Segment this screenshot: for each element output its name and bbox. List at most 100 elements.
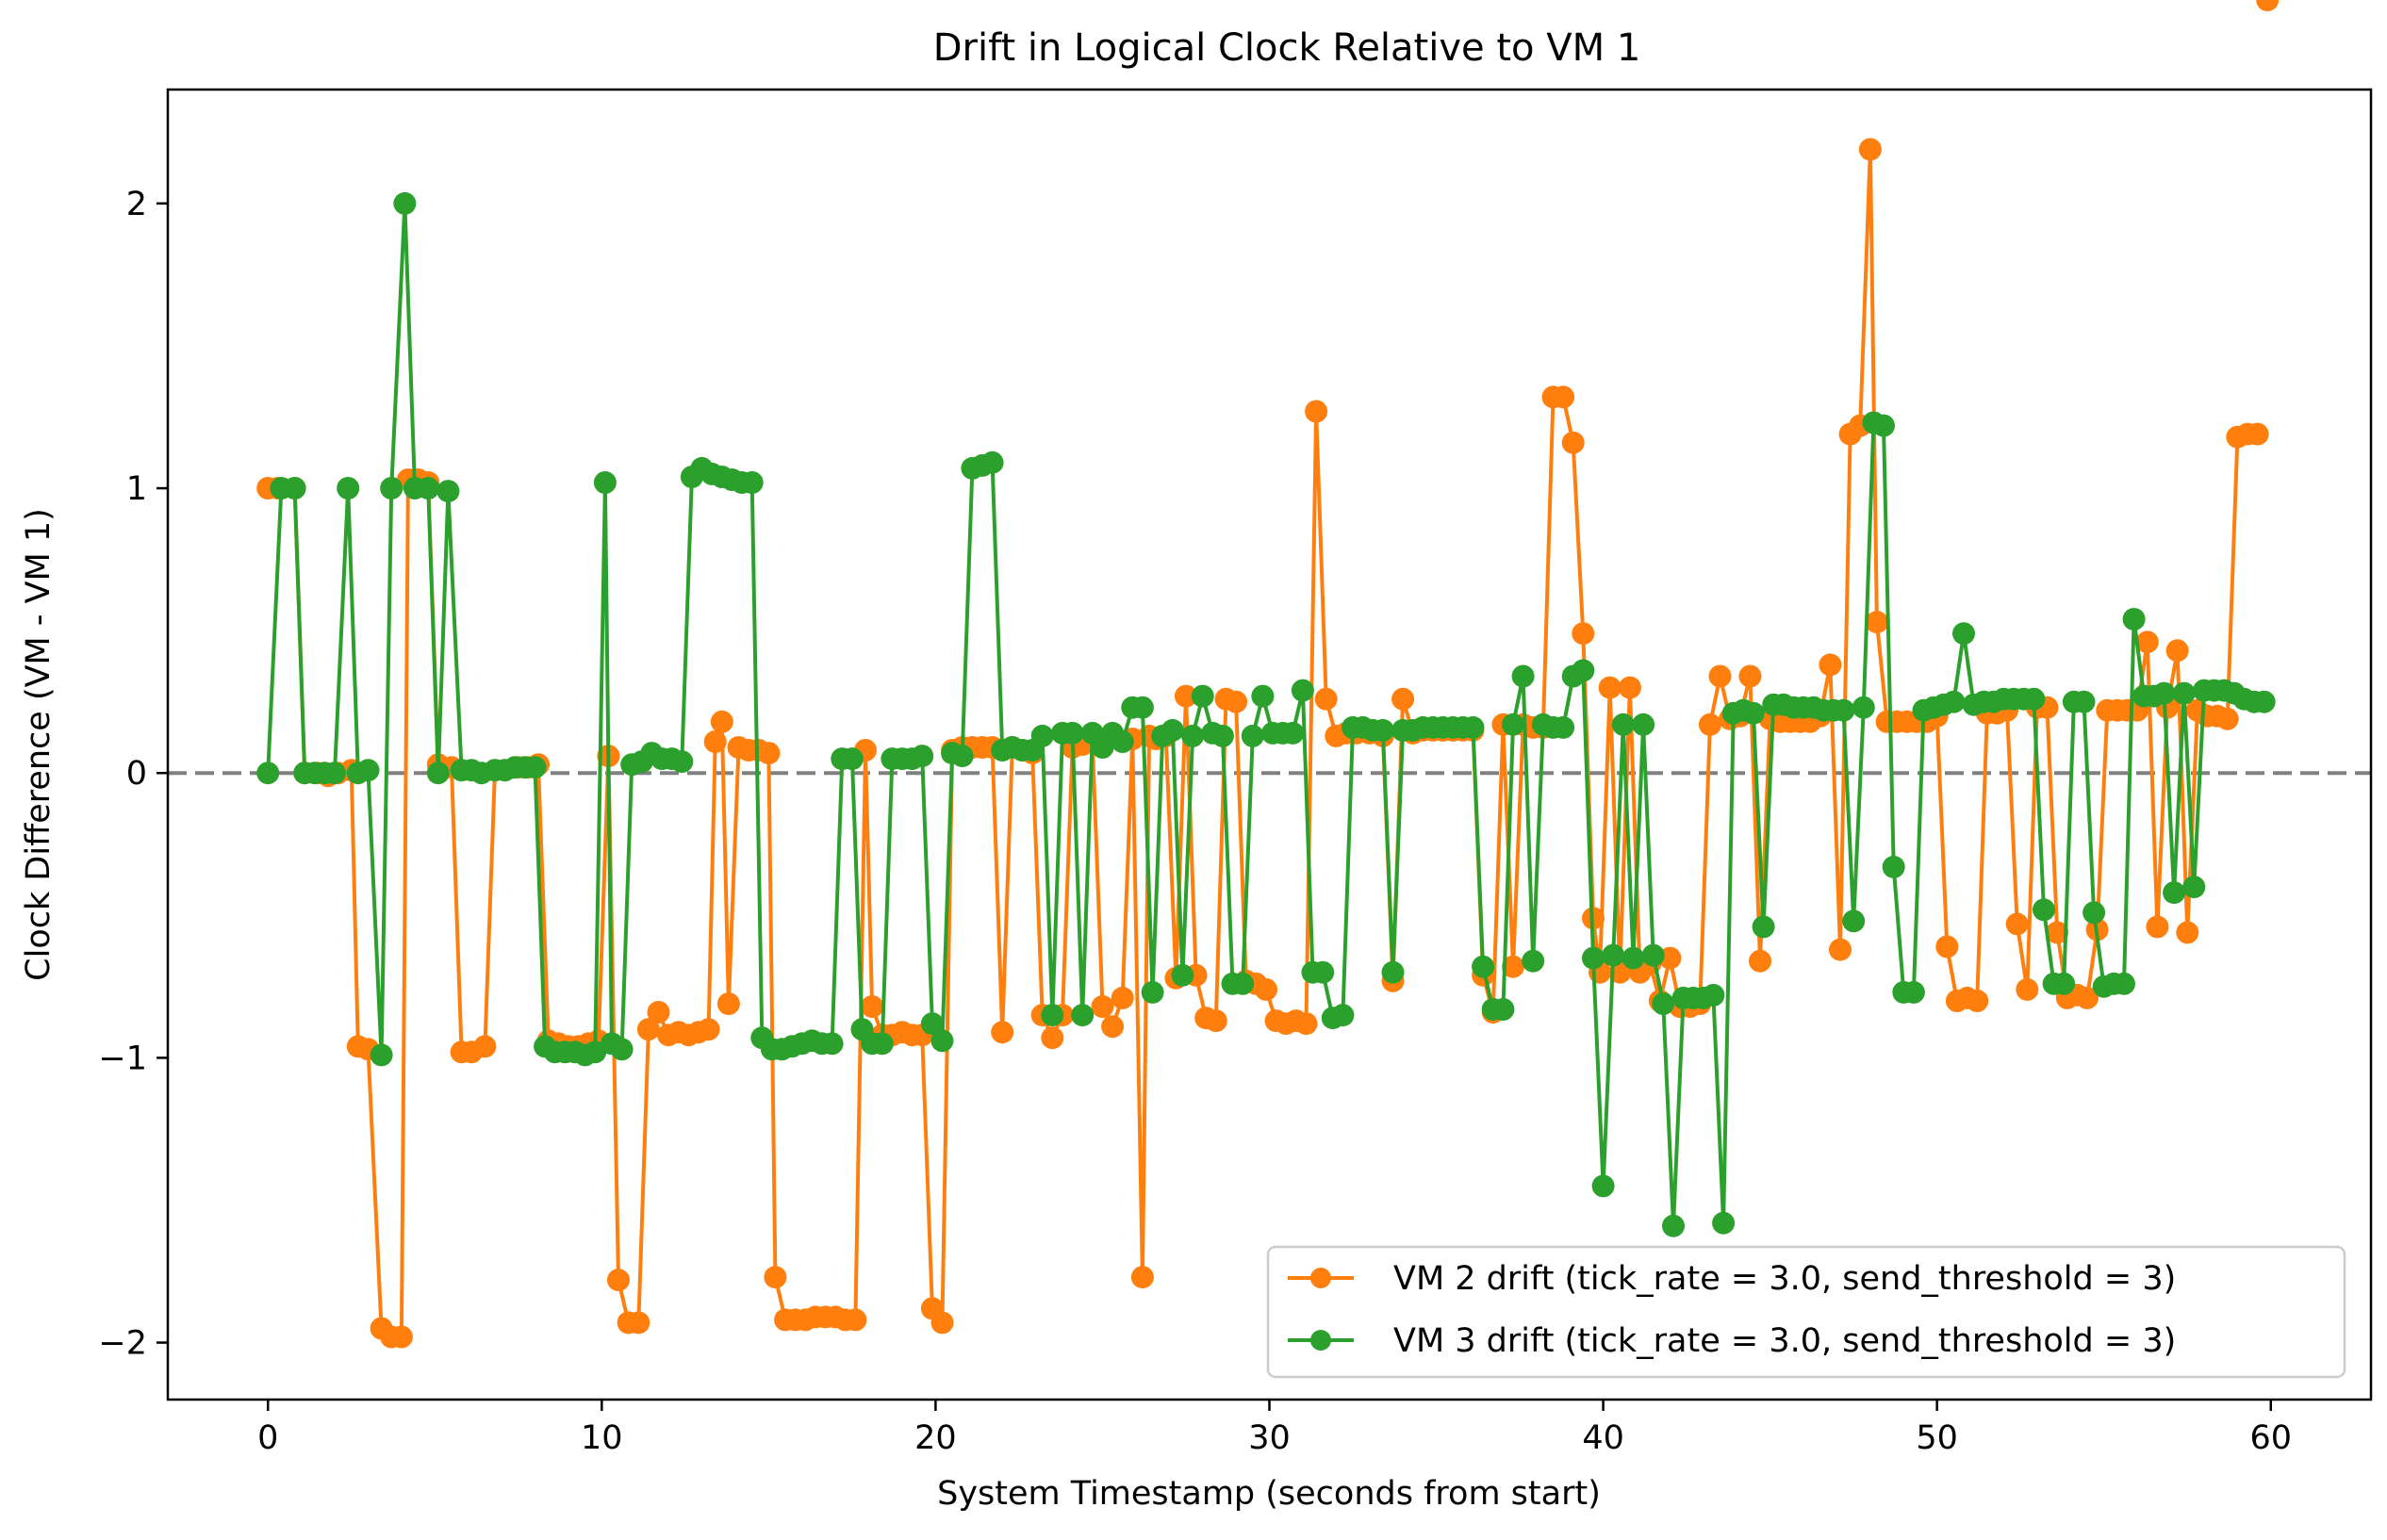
data-point [1314,687,1338,711]
plot-area [166,0,2373,1401]
data-point [1371,718,1394,742]
data-point [380,477,403,500]
data-point [2246,422,2269,446]
y-tick-label: −1 [98,1040,147,1077]
data-point [1858,138,1882,161]
data-point [1622,946,1645,970]
data-point [607,1269,630,1292]
data-point [1191,684,1214,708]
data-point [920,1012,944,1036]
legend-swatch-vm2-marker [1310,1268,1331,1288]
data-point [710,710,733,733]
legend-entry-vm2: VM 2 drift (tick_rate = 3.0, send_thresh… [1288,1260,2176,1298]
data-point [911,745,934,768]
data-point [1061,721,1084,745]
data-point [1091,995,1114,1018]
data-point [740,471,764,494]
data-point [436,480,460,503]
data-point [1935,935,1959,958]
data-point [1952,622,1975,646]
data-point [523,756,547,779]
data-point [1130,696,1154,719]
data-point [1829,938,1852,961]
legend-entry-vm3: VM 3 drift (tick_rate = 3.0, send_thresh… [1288,1322,2176,1360]
data-point [980,451,1004,474]
data-point [1171,963,1194,987]
data-point [1101,1015,1125,1039]
data-point [1712,1211,1736,1235]
data-point [1041,1004,1064,1027]
data-point [697,1018,720,1041]
data-point [1652,992,1675,1015]
data-point [1522,949,1545,973]
data-point [1966,990,1989,1012]
data-point [1502,955,1524,978]
data-point [283,477,306,500]
chart-title: Drift in Logical Clock Relative to VM 1 [933,26,1641,70]
data-point [2016,977,2039,1001]
data-point [1832,698,1855,722]
data-point [1511,664,1535,688]
data-point [1658,946,1682,970]
data-point [1572,622,1595,646]
data-point [2152,681,2176,705]
y-tick-label: 0 [126,755,147,793]
data-point [2146,915,2169,939]
data-point [2046,921,2069,944]
data-point [1852,696,1875,719]
data-point [820,1032,844,1056]
data-point [930,1029,954,1053]
y-tick-label: 1 [126,470,147,508]
data-point [1130,1266,1154,1289]
data-point [2076,986,2099,1009]
data-point [1141,980,1164,1004]
data-point [1472,955,1495,978]
data-point [1281,721,1305,745]
x-tick-label: 60 [2249,1419,2292,1457]
x-tick-label: 30 [1248,1419,1291,1457]
data-point [1241,724,1264,747]
data-point [473,1035,497,1058]
data-point [1582,946,1605,970]
data-point [1175,684,1197,708]
data-point [2082,901,2106,925]
data-point [2176,921,2199,944]
data-point [757,742,781,765]
data-point [1819,653,1842,677]
y-tick-label: 2 [126,186,147,223]
data-point [1741,701,1765,725]
data-point [393,191,417,215]
data-point [337,477,360,500]
data-point [2163,881,2186,905]
x-tick-label: 50 [1916,1419,1958,1457]
data-point [2052,972,2076,995]
data-point [1381,960,1405,984]
data-point [389,1325,413,1349]
data-point [1111,986,1134,1009]
data-point [1942,690,1966,713]
data-point [256,762,280,785]
data-point [627,1311,650,1335]
data-point [1552,385,1575,409]
data-point [1331,1004,1355,1027]
series-vm3 [256,191,2276,1237]
data-point [1872,414,1895,437]
data-point [840,747,864,771]
data-point [1071,1004,1095,1027]
data-point [703,730,727,753]
data-point [636,1018,660,1041]
data-point [861,995,884,1018]
data-point [1632,713,1655,736]
data-point [1461,715,1485,739]
data-point [764,1266,787,1289]
data-point [356,759,380,782]
data-point [2033,898,2055,922]
data-point [1901,980,1925,1004]
data-point [1291,679,1314,702]
data-point [1111,730,1134,753]
data-point [1225,690,1248,713]
data-point [2256,0,2280,11]
data-point [1749,949,1771,973]
data-point [2122,608,2146,631]
